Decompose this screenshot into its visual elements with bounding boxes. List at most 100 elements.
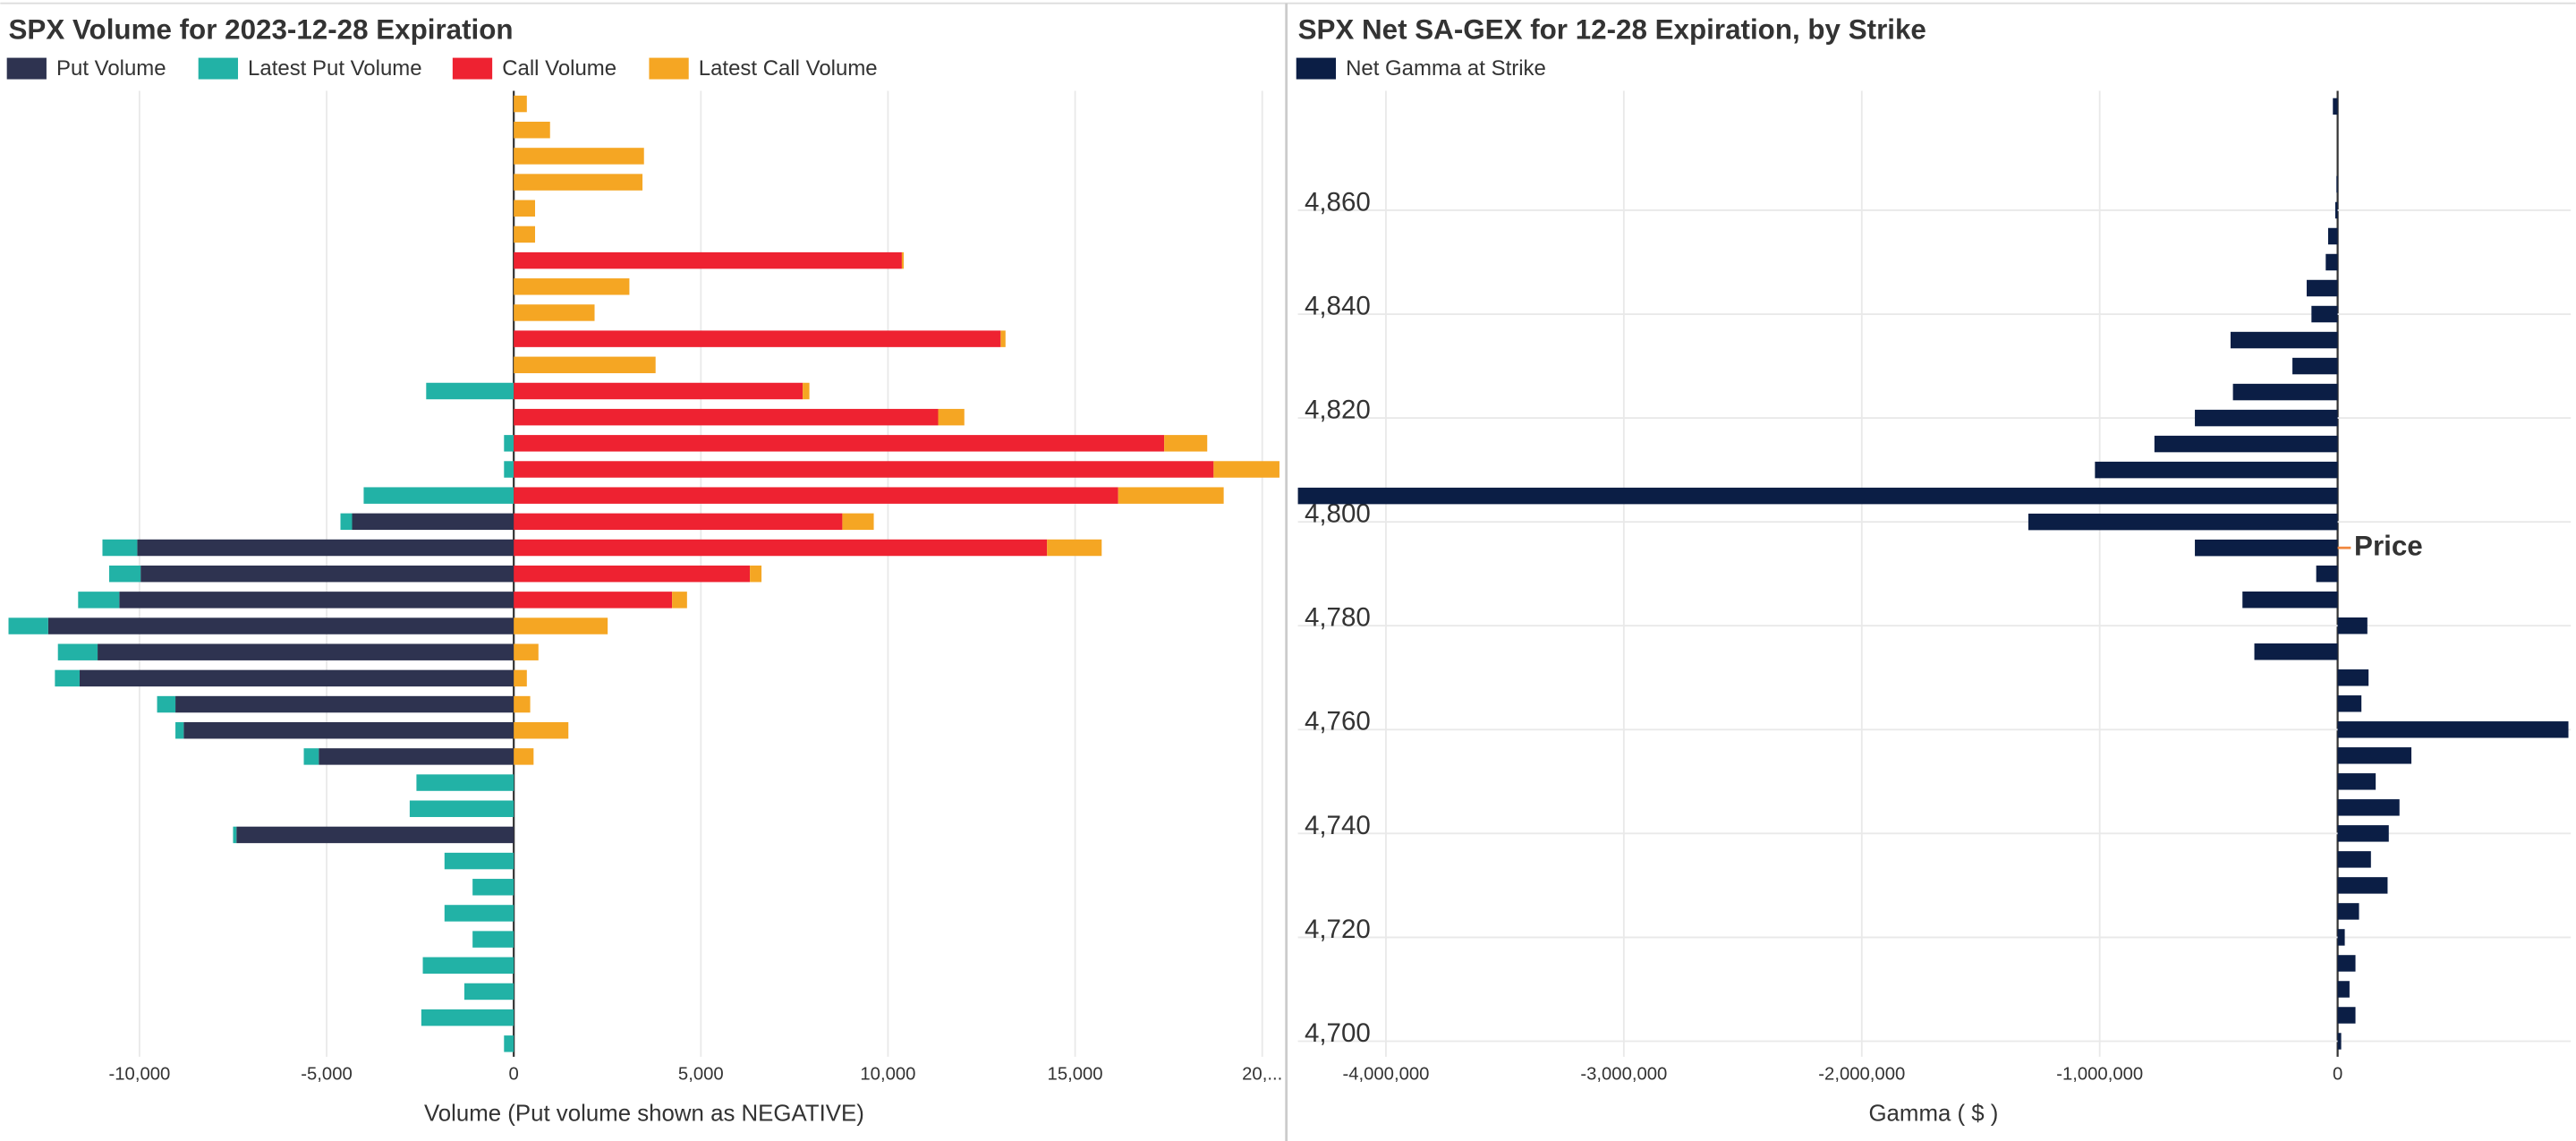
bar <box>2195 409 2338 427</box>
bar <box>2254 643 2338 660</box>
bar <box>514 669 527 687</box>
x-tick-label: -2,000,000 <box>1818 1065 1905 1085</box>
bar <box>2337 903 2359 920</box>
bar <box>183 722 514 739</box>
x-tick-label: 5,000 <box>678 1065 724 1085</box>
x-tick-label: -10,000 <box>109 1065 171 1085</box>
bar <box>2337 721 2569 738</box>
y-tick-label: 4,760 <box>1305 707 1371 737</box>
legend-swatch <box>198 57 238 80</box>
x-tick-label: -4,000,000 <box>1342 1065 1429 1085</box>
bar <box>514 278 630 295</box>
legend-swatch <box>649 57 689 80</box>
bar <box>514 722 569 739</box>
bar <box>514 122 550 139</box>
x-tick-label: 10,000 <box>860 1065 915 1085</box>
bar <box>102 539 138 557</box>
legend-label: Latest Call Volume <box>699 56 878 81</box>
bar <box>47 617 514 634</box>
bar <box>340 513 353 531</box>
bar <box>472 879 514 896</box>
bar <box>2337 825 2389 842</box>
bar <box>2337 955 2356 972</box>
bar <box>472 931 514 948</box>
bar <box>2333 98 2338 115</box>
bar <box>1164 435 1208 452</box>
x-tick-label: 0 <box>509 1065 519 1085</box>
legend-label: Latest Put Volume <box>248 56 422 81</box>
bar <box>2337 1033 2342 1050</box>
y-tick-label: 4,780 <box>1305 603 1371 633</box>
bar <box>514 461 1214 478</box>
bar <box>2311 305 2338 323</box>
y-tick-label: 4,700 <box>1305 1018 1371 1048</box>
bar <box>504 461 514 478</box>
bar <box>2095 461 2338 479</box>
bar <box>2337 747 2412 764</box>
bar <box>426 382 514 400</box>
bar <box>2337 877 2388 894</box>
bar <box>514 200 536 217</box>
x-tick-label: -3,000,000 <box>1580 1065 1667 1085</box>
bar <box>233 826 237 844</box>
bar <box>363 487 514 504</box>
bar <box>409 800 514 817</box>
legend-label: Put Volume <box>56 56 166 81</box>
bar <box>303 748 319 765</box>
chart-title: SPX Net SA-GEX for 12-28 Expiration, by … <box>1298 13 1926 45</box>
bar <box>55 669 80 687</box>
bar <box>514 356 656 374</box>
bar <box>2230 331 2338 349</box>
bar <box>463 983 514 1001</box>
x-tick-label: -1,000,000 <box>2056 1065 2143 1085</box>
bar <box>236 826 514 844</box>
bar <box>2337 695 2362 712</box>
chart-title: SPX Volume for 2023-12-28 Expiration <box>9 13 514 45</box>
y-tick-label: 4,720 <box>1305 915 1371 944</box>
bar <box>2334 201 2338 219</box>
bar <box>2316 565 2338 583</box>
bar <box>78 592 120 609</box>
bar <box>2195 539 2338 557</box>
bar <box>2337 851 2371 868</box>
bar <box>79 669 514 687</box>
bar <box>2337 617 2368 634</box>
bar <box>109 565 141 583</box>
bar <box>2327 227 2338 245</box>
bar <box>672 592 687 609</box>
price-label: Price <box>2354 530 2423 561</box>
bar <box>352 513 514 531</box>
bar <box>175 722 184 739</box>
bar <box>421 1009 514 1026</box>
bar <box>514 695 531 713</box>
x-tick-label: -5,000 <box>301 1065 353 1085</box>
y-tick-label: 4,820 <box>1305 396 1371 425</box>
bar <box>514 435 1165 452</box>
bar <box>416 774 514 791</box>
bar <box>140 565 514 583</box>
bar <box>157 695 176 713</box>
bar <box>514 565 751 583</box>
bar <box>319 748 514 765</box>
x-tick-label: 0 <box>2333 1065 2342 1085</box>
bar <box>514 408 939 426</box>
bar <box>842 513 874 531</box>
bar <box>2307 279 2338 297</box>
bar <box>57 643 98 660</box>
bar <box>1000 330 1006 347</box>
y-tick-label: 4,840 <box>1305 291 1371 320</box>
bar <box>1213 461 1279 478</box>
bar <box>514 304 595 321</box>
bar <box>504 435 514 452</box>
y-tick-label: 4,860 <box>1305 187 1371 217</box>
bar <box>750 565 762 583</box>
bar <box>504 1035 514 1052</box>
bar <box>98 643 514 660</box>
bar <box>514 748 534 765</box>
legend-swatch <box>452 57 493 80</box>
bar <box>514 592 673 609</box>
bar <box>1118 487 1224 504</box>
bar <box>901 251 905 269</box>
